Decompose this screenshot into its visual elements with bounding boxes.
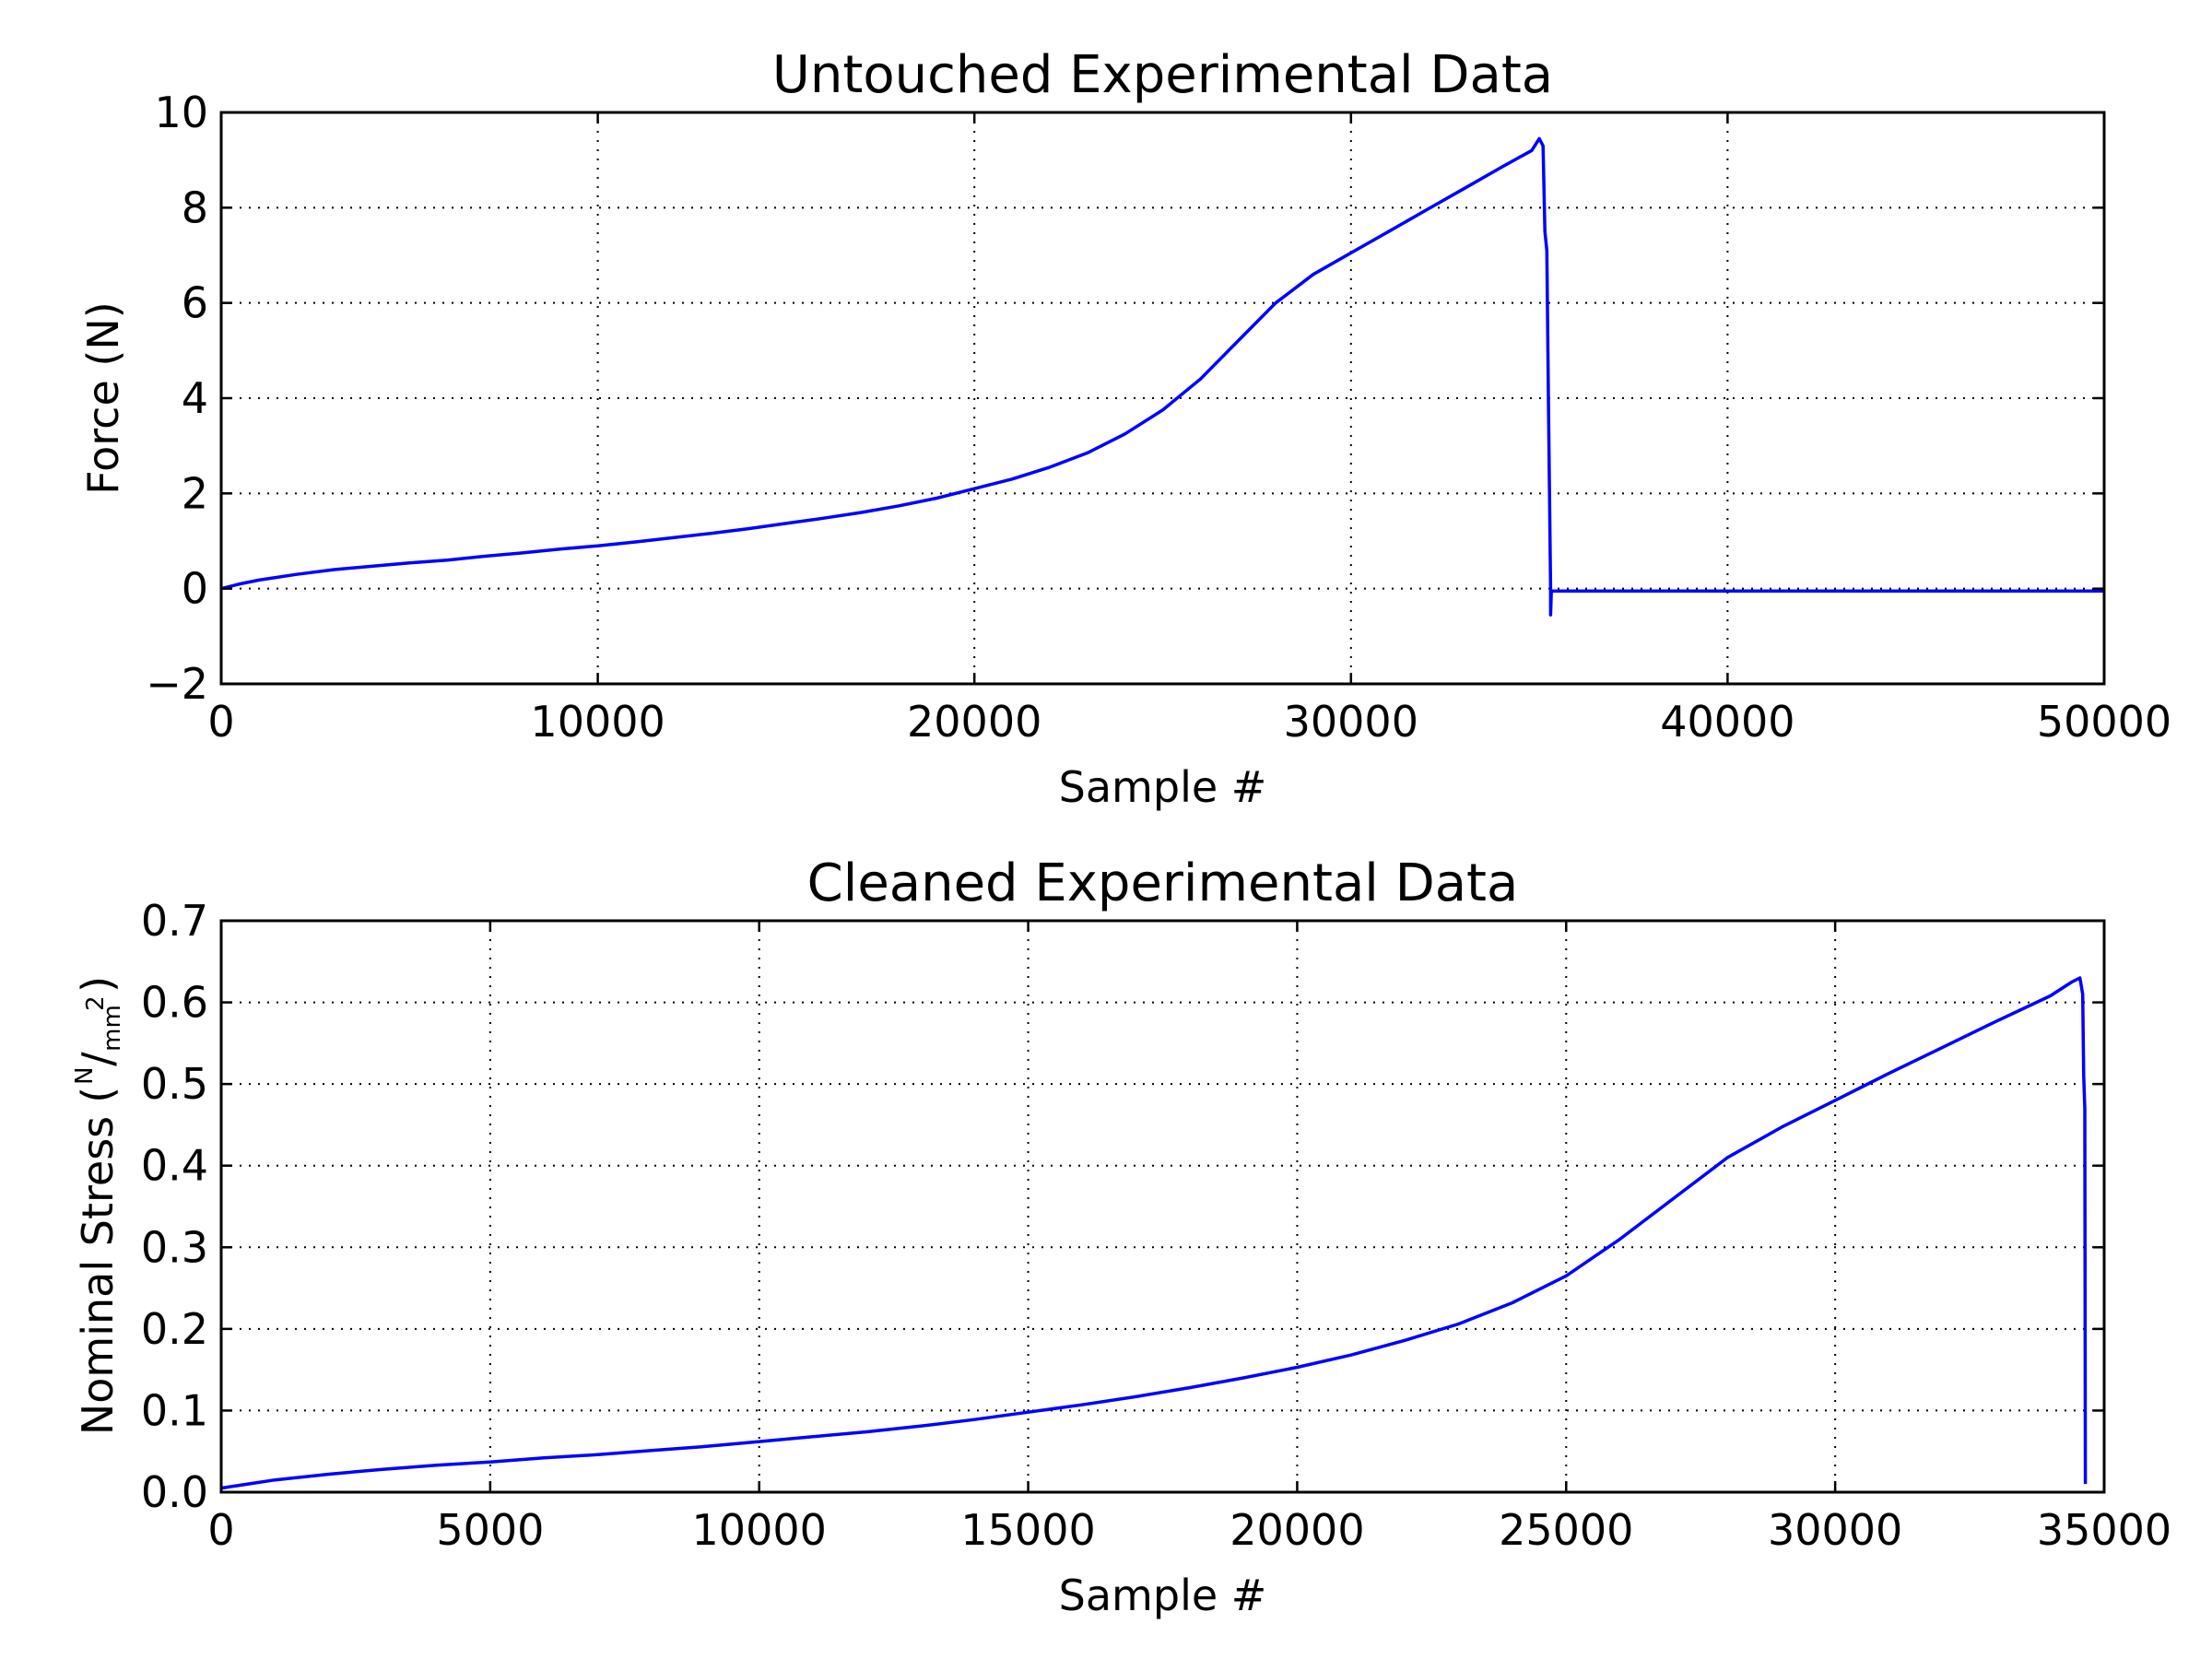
- bottom-chart-title: Cleaned Experimental Data: [807, 853, 1519, 913]
- bottom-y-unit-numerator: N: [71, 1066, 99, 1084]
- bottom-y-unit-denominator: mm: [99, 1005, 126, 1052]
- bottom-y-unit-open-paren: (: [73, 1087, 123, 1103]
- top-chart-title: Untouched Experimental Data: [772, 45, 1553, 105]
- top-y-tick-label: 4: [182, 373, 208, 423]
- bottom-x-tick-label: 0: [207, 1505, 234, 1555]
- top-y-tick-label: 2: [182, 468, 208, 518]
- top-x-axis-label: Sample #: [1059, 762, 1267, 812]
- bottom-y-tick-label: 0.7: [141, 896, 208, 946]
- top-x-tick-label: 40000: [1660, 697, 1794, 747]
- bottom-x-tick-label: 15000: [960, 1505, 1095, 1555]
- top-y-tick-label: 0: [182, 564, 208, 614]
- bottom-x-tick-label: 20000: [1230, 1505, 1364, 1555]
- top-plot-area: [220, 136, 2104, 617]
- bottom-y-tick-label: 0.1: [141, 1385, 208, 1435]
- top-y-tick-label: 10: [154, 88, 208, 137]
- top-x-tick-label: 20000: [907, 697, 1041, 747]
- bottom-y-tick-label: 0.2: [141, 1304, 208, 1354]
- bottom-y-tick-label: 0.4: [141, 1141, 208, 1191]
- bottom-y-axis-label: Nominal Stress ( N / mm 2 ): [71, 976, 126, 1435]
- top-x-tick-label: 50000: [2037, 697, 2171, 747]
- bottom-axes-frame: [219, 919, 2106, 1494]
- bottom-y-tick-label: 0.0: [141, 1467, 208, 1517]
- bottom-y-unit-slash: /: [73, 1052, 123, 1066]
- top-x-tick-label: 10000: [530, 697, 665, 747]
- bottom-x-axis-label: Sample #: [1059, 1571, 1267, 1620]
- bottom-x-tick-label: 30000: [1768, 1505, 1902, 1555]
- bottom-ticks: 0 5000 10000 15000 20000 25000 30000 35000 0.0 0.…: [141, 896, 2171, 1555]
- top-series-line: [220, 136, 2104, 617]
- bottom-y-tick-label: 0.5: [141, 1059, 208, 1109]
- bottom-x-tick-label: 10000: [692, 1505, 827, 1555]
- top-y-tick-label: 6: [182, 278, 208, 328]
- top-y-tick-label: 8: [182, 182, 208, 232]
- bottom-y-unit-close-paren: ): [73, 976, 123, 993]
- bottom-grid: [221, 921, 2104, 1492]
- top-x-tick-label: 30000: [1284, 697, 1418, 747]
- bottom-y-axis-label-text: Nominal Stress: [73, 1116, 123, 1435]
- bottom-series-line: [220, 976, 2088, 1490]
- top-y-axis-label: Force (N): [78, 301, 128, 494]
- top-x-tick-label: 0: [207, 697, 234, 747]
- bottom-y-unit-exponent: 2: [82, 995, 110, 1011]
- bottom-y-tick-label: 0.6: [141, 978, 208, 1028]
- bottom-x-tick-label: 35000: [2037, 1505, 2171, 1555]
- top-y-tick-label: −2: [146, 659, 208, 709]
- bottom-x-tick-label: 5000: [436, 1505, 544, 1555]
- bottom-plot-area: [220, 976, 2088, 1490]
- bottom-x-tick-label: 25000: [1499, 1505, 1633, 1555]
- top-grid: [221, 112, 2104, 684]
- bottom-y-tick-label: 0.3: [141, 1222, 208, 1272]
- bottom-subplot: 0 5000 10000 15000 20000 25000 30000 35000 0.0 0.…: [71, 853, 2171, 1620]
